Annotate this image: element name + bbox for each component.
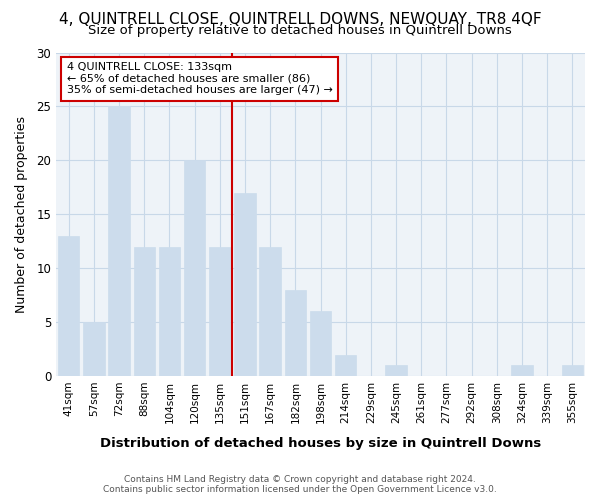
Bar <box>335 354 356 376</box>
Y-axis label: Number of detached properties: Number of detached properties <box>15 116 28 313</box>
Bar <box>83 322 104 376</box>
Text: 4, QUINTRELL CLOSE, QUINTRELL DOWNS, NEWQUAY, TR8 4QF: 4, QUINTRELL CLOSE, QUINTRELL DOWNS, NEW… <box>59 12 541 28</box>
Bar <box>259 246 281 376</box>
Bar <box>511 366 533 376</box>
Bar <box>234 192 256 376</box>
Bar <box>310 312 331 376</box>
Bar <box>284 290 306 376</box>
Text: Size of property relative to detached houses in Quintrell Downs: Size of property relative to detached ho… <box>88 24 512 37</box>
Bar <box>562 366 583 376</box>
Bar <box>159 246 180 376</box>
Bar <box>184 160 205 376</box>
Bar <box>134 246 155 376</box>
X-axis label: Distribution of detached houses by size in Quintrell Downs: Distribution of detached houses by size … <box>100 437 541 450</box>
Text: Contains HM Land Registry data © Crown copyright and database right 2024.
Contai: Contains HM Land Registry data © Crown c… <box>103 474 497 494</box>
Bar <box>58 236 79 376</box>
Bar <box>385 366 407 376</box>
Bar <box>109 106 130 376</box>
Bar <box>209 246 230 376</box>
Text: 4 QUINTRELL CLOSE: 133sqm
← 65% of detached houses are smaller (86)
35% of semi-: 4 QUINTRELL CLOSE: 133sqm ← 65% of detac… <box>67 62 332 96</box>
